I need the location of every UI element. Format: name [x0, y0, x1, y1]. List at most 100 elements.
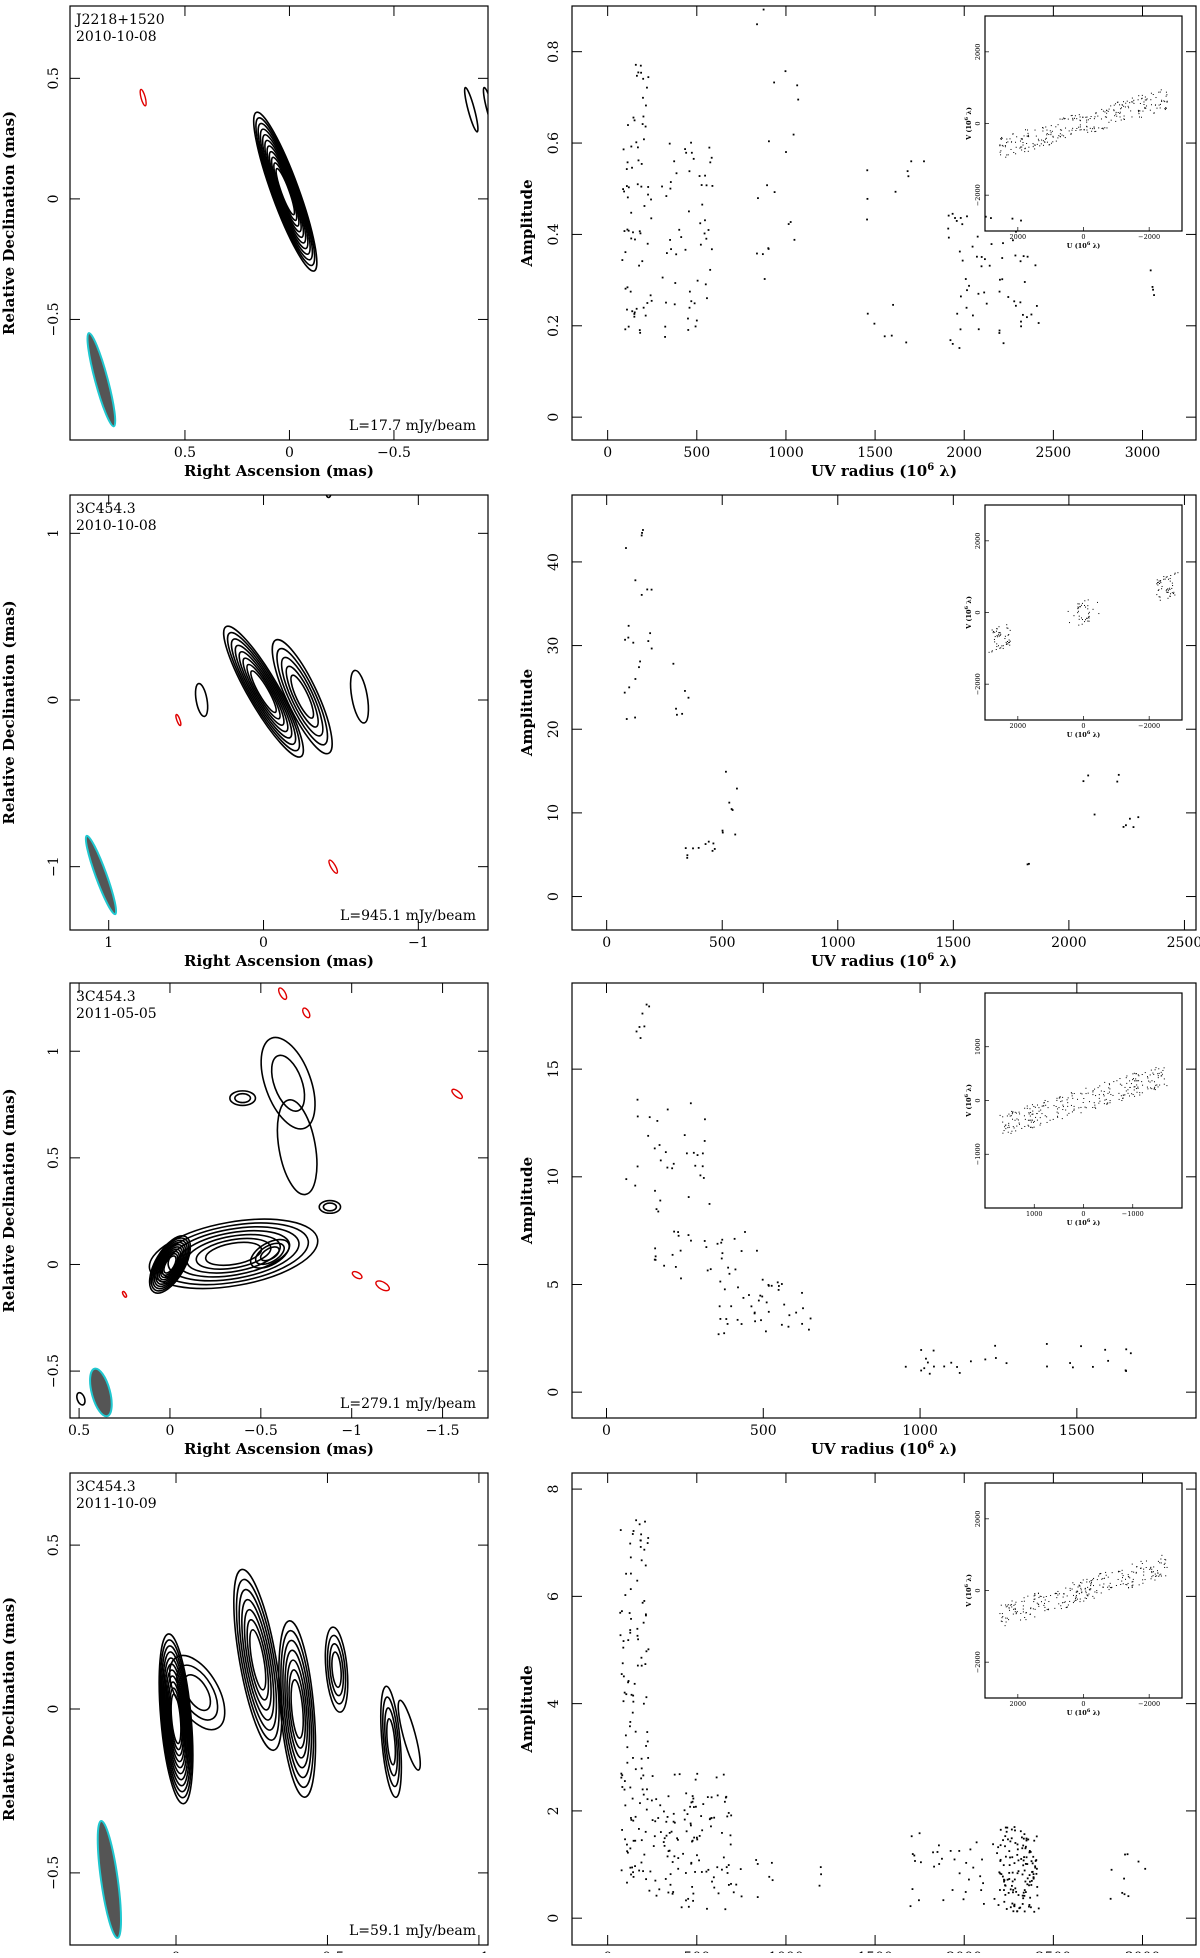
uv-point-conjugate: [1134, 1086, 1136, 1088]
amplitude-point: [671, 1861, 674, 1863]
uv-point: [1146, 1086, 1148, 1088]
uv-point-conjugate: [1151, 1572, 1153, 1574]
uv-point-conjugate: [1075, 1599, 1077, 1601]
contour-level-2-1: [168, 1654, 226, 1731]
uv-point-conjugate: [1048, 144, 1050, 146]
uv-point: [1123, 101, 1125, 103]
inset-y-suffix: λ): [965, 596, 973, 606]
uv-point: [1042, 127, 1044, 129]
amplitude-point: [1022, 255, 1025, 258]
amplitude-point: [634, 63, 637, 66]
amplitude-point: [725, 1795, 728, 1798]
amplitude-point: [677, 1234, 680, 1237]
uv-point: [1030, 1126, 1032, 1128]
uv-point: [1106, 112, 1108, 114]
amplitude-point: [1036, 1886, 1039, 1888]
uv-point: [1119, 112, 1121, 114]
amplitude-point: [947, 236, 950, 239]
uv-point-conjugate: [1080, 1112, 1082, 1114]
amplitude-point: [659, 1804, 662, 1807]
amplitude-point: [642, 96, 644, 99]
amplitude-point: [1132, 826, 1135, 828]
amplitude-point: [686, 854, 689, 857]
amplitude-point: [704, 174, 706, 177]
uv-point-conjugate: [994, 641, 996, 643]
amplitude-point: [906, 170, 909, 173]
uv-point: [1030, 1121, 1032, 1123]
amplitude-point: [911, 1888, 914, 1890]
uv-point: [1033, 1126, 1035, 1128]
uv-point-conjugate: [1119, 111, 1121, 113]
amplitude-point: [969, 1360, 972, 1363]
amplitude-point: [1080, 1345, 1082, 1348]
amplitude-point: [785, 151, 787, 153]
amplitude-point: [1011, 1902, 1014, 1905]
amplitude-point: [809, 1317, 812, 1320]
uv-point: [1130, 1083, 1132, 1085]
amplitude-point: [1030, 1879, 1033, 1882]
amplitude-point: [646, 1798, 649, 1801]
amplitude-point: [984, 1358, 987, 1361]
uv-point: [1028, 1113, 1030, 1115]
uv-point-conjugate: [1119, 116, 1121, 118]
amplitude-point: [622, 188, 625, 191]
uv-point: [1165, 590, 1167, 592]
uv-point: [1086, 121, 1088, 123]
amplitude-point: [726, 1815, 729, 1818]
amplitude-point: [690, 1824, 692, 1827]
uv-point: [1159, 107, 1161, 109]
uv-point: [1002, 1116, 1004, 1118]
uv-point-conjugate: [992, 632, 994, 634]
amplitude-frame: [571, 494, 1197, 931]
uv-point: [1137, 1087, 1139, 1089]
amplitude-point: [691, 1795, 694, 1797]
uv-point: [1032, 1127, 1034, 1129]
amplitude-point: [704, 219, 706, 222]
uv-point: [1140, 1567, 1142, 1569]
amplitude-point: [771, 1879, 774, 1882]
inset-x-exp: 6: [1087, 1708, 1091, 1714]
uv-point-conjugate: [1082, 1102, 1084, 1104]
amplitude-point: [920, 1349, 923, 1351]
uv-point-conjugate: [1032, 1608, 1034, 1610]
uv-point-conjugate: [1070, 115, 1072, 117]
inset-y-suffix: λ): [965, 1084, 973, 1094]
amplitude-point: [1013, 300, 1016, 303]
uv-point-conjugate: [1045, 126, 1047, 128]
amplitude-point: [626, 1881, 628, 1884]
uv-point-conjugate: [1139, 1092, 1141, 1094]
uv-point-conjugate: [1146, 98, 1148, 100]
amplitude-point: [998, 332, 1001, 334]
amplitude-point: [659, 1159, 662, 1162]
amp-y-tick-label: 20: [546, 720, 562, 738]
uv-point: [1108, 121, 1110, 123]
amplitude-point: [818, 1884, 821, 1887]
amplitude-point: [633, 311, 636, 314]
amplitude-point: [756, 252, 758, 255]
uv-point: [1063, 1593, 1065, 1595]
amplitude-point: [1036, 1894, 1039, 1897]
amp-y-tick-label: 15: [546, 1060, 562, 1078]
uv-point-conjugate: [1078, 615, 1080, 617]
amplitude-point: [726, 1323, 729, 1325]
uv-point: [1141, 1563, 1143, 1565]
uv-point: [1095, 112, 1097, 114]
uv-point-conjugate: [1057, 1116, 1059, 1118]
amplitude-point: [711, 849, 714, 852]
uv-point: [1056, 1115, 1058, 1117]
uv-point: [1000, 1620, 1002, 1622]
uv-point: [1073, 615, 1075, 617]
map-frame: [69, 5, 489, 441]
amplitude-point: [1124, 1853, 1126, 1856]
uv-point: [1059, 129, 1061, 131]
amplitude-point: [636, 1634, 639, 1637]
inset-x-suffix: λ): [1090, 1709, 1100, 1717]
contour-level-1-10: [163, 1255, 177, 1274]
uv-point: [1001, 144, 1003, 146]
amplitude-point: [980, 256, 983, 258]
uv-point: [1128, 1095, 1130, 1097]
contour-level-5-2: [326, 1634, 347, 1705]
uv-point-conjugate: [1131, 1586, 1133, 1588]
uv-point: [1032, 143, 1034, 145]
